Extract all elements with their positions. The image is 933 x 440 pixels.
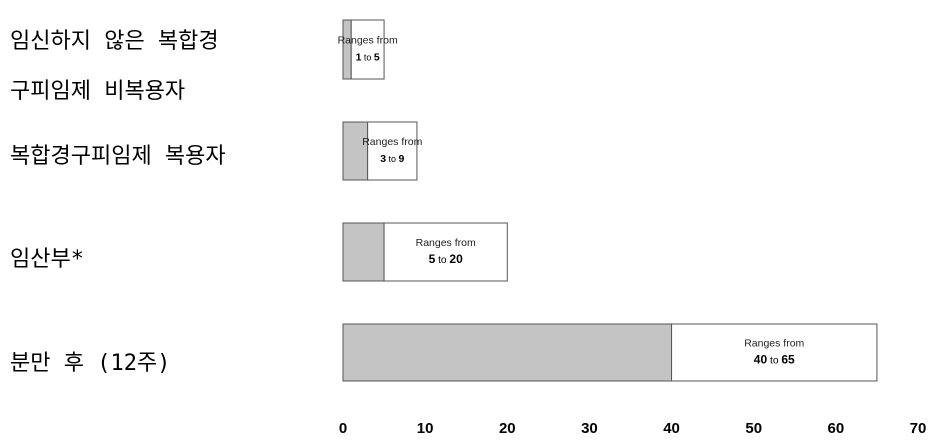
bar-range-segment [367,121,418,181]
range-label-values: 40 to 65 [754,353,795,367]
range-label-values: 1 to 5 [356,52,380,64]
bar-low-segment [342,222,385,282]
category-label: 임신하지 않은 복합경 [10,29,219,54]
range-low-value: 1 [356,52,362,64]
bar-low-segment [342,121,369,181]
range-high-value: 5 [374,52,380,64]
range-high-value: 9 [398,153,404,165]
category-label: 복합경구피임제 복용자 [10,144,226,169]
range-high-value: 20 [449,252,463,266]
category-label: 임산부* [10,247,84,272]
x-tick-label: 0 [339,420,347,437]
range-joiner: to [767,356,781,367]
range-low-value: 5 [429,252,436,266]
bar-low-segment [342,323,673,382]
x-tick-label: 20 [499,420,516,437]
x-tick-label: 70 [910,420,927,437]
bar-low-segment [342,19,352,80]
x-tick-label: 30 [581,420,598,437]
category-label: 분만 후 (12주) [10,351,170,376]
category-label: 구피임제 비복용자 [10,79,185,104]
x-tick-label: 60 [828,420,845,437]
range-joiner: to [435,255,449,266]
x-tick-label: 40 [663,420,680,437]
range-label-heading: Ranges from [744,338,804,350]
range-low-value: 3 [380,153,386,165]
range-low-value: 40 [754,353,768,367]
range-joiner: to [386,154,398,164]
range-label-values: 3 to 9 [380,153,404,165]
bar-range-segment [671,323,878,382]
x-tick-label: 10 [417,420,434,437]
range-label-heading: Ranges from [338,35,398,47]
bar-range-segment [383,222,508,282]
range-label-heading: Ranges from [416,237,476,249]
range-joiner: to [361,53,373,63]
range-label-values: 5 to 20 [429,252,464,266]
range-high-value: 65 [781,353,795,367]
range-label-heading: Ranges from [362,136,422,148]
bar-range-segment [350,19,385,80]
x-tick-label: 50 [745,420,762,437]
